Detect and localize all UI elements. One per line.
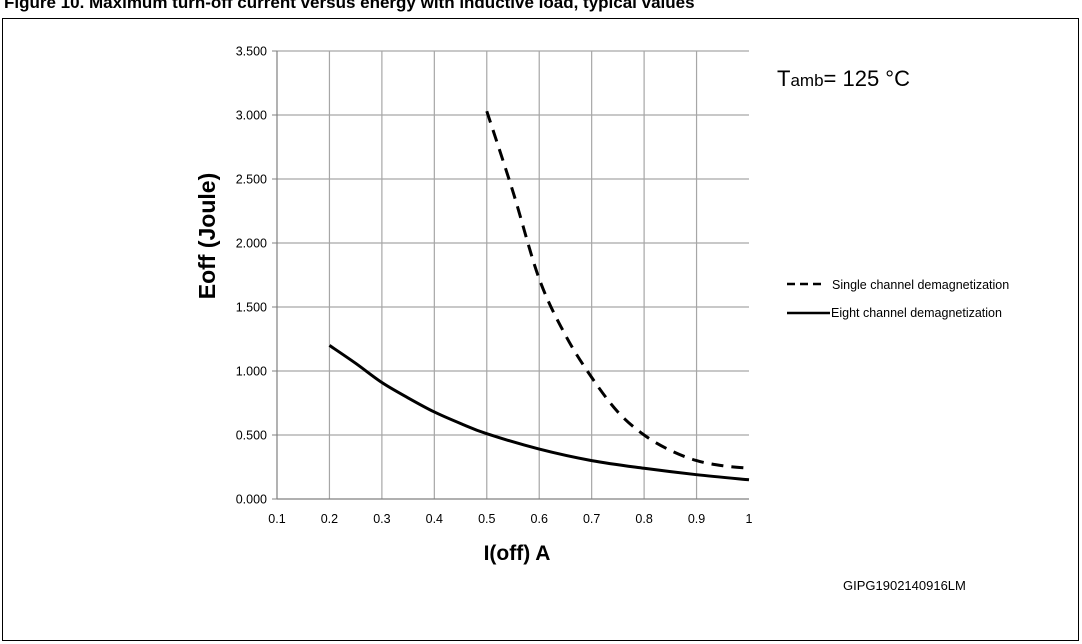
x-tick-label: 0.2: [321, 512, 338, 526]
annotation-prefix: T: [777, 66, 790, 91]
y-tick-label: 0.000: [236, 493, 267, 507]
annotation-value: = 125 °C: [824, 66, 911, 91]
series-line-eight-channel: [328, 344, 750, 482]
y-tick-label: 2.000: [236, 237, 267, 251]
series-lines: [328, 110, 750, 482]
y-tick-label: 3.000: [236, 109, 267, 123]
temperature-annotation: Tamb= 125 °C: [777, 66, 910, 91]
legend: Single channel demagnetization Eight cha…: [787, 278, 1009, 320]
x-tick-label: 0.8: [635, 512, 652, 526]
axes: [272, 50, 749, 500]
y-tick-label: 3.500: [236, 45, 267, 59]
x-tick-label: 0.5: [478, 512, 495, 526]
y-axis-label: Eoff (Joule): [194, 173, 220, 300]
y-tick-label: 2.500: [236, 173, 267, 187]
series-line-single-channel: [485, 110, 750, 470]
annotation-subscript: amb: [790, 71, 823, 90]
x-tick-label: 0.4: [426, 512, 443, 526]
legend-label-eight: Eight channel demagnetization: [831, 306, 1002, 320]
x-tick-label: 0.7: [583, 512, 600, 526]
x-axis-label: I(off) A: [484, 542, 551, 565]
figure-frame: [2, 18, 1079, 641]
x-tick-labels: 0.1 0.2 0.3 0.4 0.5 0.6 0.7 0.8 0.9 1: [268, 512, 752, 526]
y-tick-label: 1.500: [236, 301, 267, 315]
x-tick-label: 0.6: [531, 512, 548, 526]
x-tick-label: 0.3: [373, 512, 390, 526]
y-tick-labels: 0.000 0.500 1.000 1.500 2.000 2.500 3.000 3.500: [236, 45, 267, 507]
x-tick-label: 0.1: [268, 512, 285, 526]
x-tick-label: 1: [746, 512, 753, 526]
x-tick-label: 0.9: [688, 512, 705, 526]
y-tick-label: 1.000: [236, 365, 267, 379]
figure-id: GIPG1902140916LM: [843, 578, 966, 593]
legend-label-single: Single channel demagnetization: [832, 278, 1009, 292]
figure-title: Figure 10. Maximum turn-off current vers…: [4, 0, 695, 12]
y-tick-label: 0.500: [236, 429, 267, 443]
grid-lines: [277, 50, 749, 499]
